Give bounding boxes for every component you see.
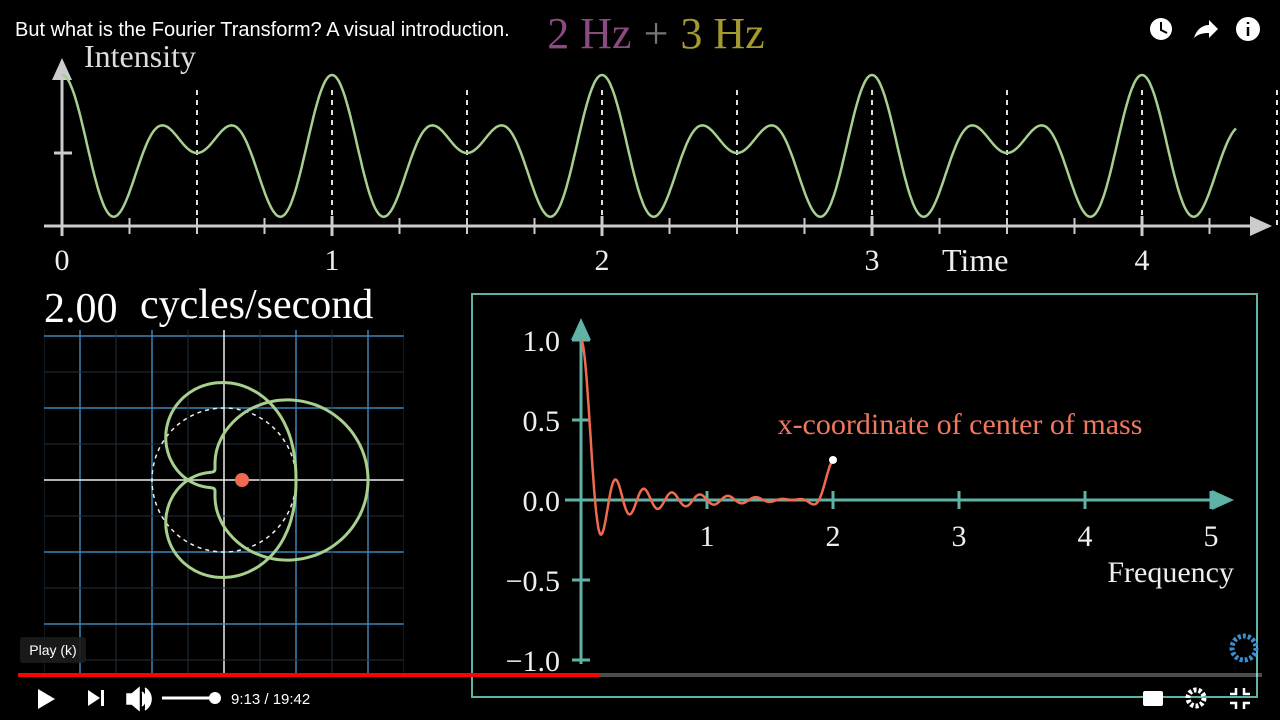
progress-track[interactable]	[18, 673, 1262, 677]
time-tick-label: 4	[1135, 244, 1150, 277]
mute-button[interactable]	[126, 686, 152, 712]
center-of-mass	[235, 473, 250, 487]
settings-button[interactable]	[1185, 687, 1207, 709]
transform-frame	[471, 293, 1258, 698]
time-tick-label: 2	[595, 244, 610, 277]
transform-annotation: x-coordinate of center of mass	[778, 408, 1143, 441]
intensity-axis-arrow	[52, 58, 72, 80]
time-tick-label: 1	[325, 244, 340, 277]
value-tick-label: −0.5	[506, 565, 560, 598]
transform-current	[829, 455, 837, 464]
exit-fullscreen-button[interactable]	[1230, 688, 1250, 709]
winding-curve	[164, 380, 370, 580]
frequency-tick-label: 5	[1204, 520, 1219, 553]
captions-button[interactable]	[1143, 691, 1163, 706]
value-tick-label: 0.0	[523, 485, 561, 518]
next-button[interactable]	[88, 690, 104, 706]
time-tick-label: 3	[865, 244, 880, 277]
play-button[interactable]	[38, 689, 55, 709]
frequency-tick-label: 4	[1078, 520, 1093, 553]
value-axis-arrow	[571, 318, 591, 340]
heading-part: +	[644, 9, 669, 58]
signal-curve	[61, 73, 1237, 218]
value-tick-label: 1.0	[523, 325, 561, 358]
heading-part: 2 Hz	[547, 9, 631, 58]
video-title: But what is the Fourier Transform? A vis…	[15, 19, 510, 41]
progress-played[interactable]	[18, 673, 600, 677]
frequency-label: Frequency	[1107, 556, 1234, 589]
tooltip-text: Play (k)	[29, 642, 76, 658]
tooltip-box	[20, 637, 86, 663]
loading-spinner	[1229, 633, 1259, 663]
frequency-tick-label: 2	[826, 520, 841, 553]
frequency-unit: cycles/second	[140, 282, 373, 328]
frequency-value: 2.00	[44, 286, 118, 332]
time-axis-arrow	[1250, 216, 1272, 236]
value-tick-label: −1.0	[506, 645, 560, 678]
frequency-tick-label: 3	[952, 520, 967, 553]
heading-part: 3 Hz	[680, 9, 764, 58]
frequency-tick-label: 1	[700, 520, 715, 553]
time-label: Time	[942, 242, 1008, 278]
heading: 2 Hz +3 Hz	[547, 9, 764, 58]
watch-later-hands	[1160, 22, 1168, 34]
value-tick-label: 0.5	[523, 405, 561, 438]
share-button[interactable]	[1194, 20, 1218, 38]
time-tick-label: 0	[55, 244, 70, 277]
volume-knob[interactable]	[209, 692, 221, 704]
frequency-axis-arrow	[1212, 490, 1234, 510]
transform-curve	[580, 339, 834, 536]
intensity-label: Intensity	[84, 38, 196, 74]
time-display: 9:13 / 19:42	[231, 691, 310, 708]
